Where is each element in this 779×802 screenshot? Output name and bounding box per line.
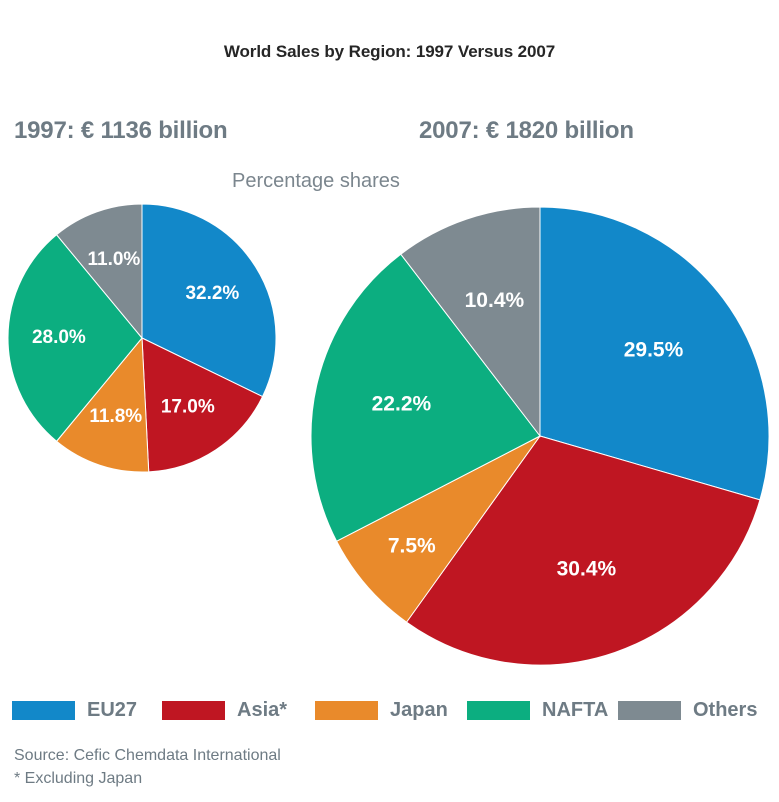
pie-slice-nafta[interactable] xyxy=(7,234,143,442)
footer-notes: Source: Cefic Chemdata International * E… xyxy=(14,745,281,790)
legend-swatch-icon xyxy=(315,700,378,720)
pie-chart-svg: 32.2%17.0%11.8%28.0%11.0%29.5%30.4%7.5%2… xyxy=(7,203,770,666)
legend: EU27 Asia* Japan NAFTA Others xyxy=(0,697,779,723)
panel-heading-2007: 2007: € 1820 billion xyxy=(419,117,634,144)
pie-slice-value-label: 11.8% xyxy=(89,406,142,427)
pie-1997: 32.2% 17.0% 11.8% 28.0% 11.0% xyxy=(7,203,277,473)
pie-slice-value-label: 17.0% xyxy=(161,396,215,417)
pie-slice-value-label: 30.4% xyxy=(557,558,617,581)
legend-swatch-icon xyxy=(12,700,75,720)
footer-note: * Excluding Japan xyxy=(14,769,143,787)
pie-slice-others[interactable] xyxy=(400,206,541,438)
pie-2007: 29.5% 30.4% 7.5% 22.2% 10.4% xyxy=(310,206,770,666)
pie-slice-value-label: 7.5% xyxy=(388,534,436,557)
pie-slice-asia[interactable] xyxy=(141,337,264,473)
legend-swatch-icon xyxy=(467,700,530,720)
pie-slice-japan[interactable] xyxy=(335,435,541,623)
pie-slice-value-label: 10.4% xyxy=(465,289,525,312)
pie-slice-value-label: 11.0% xyxy=(87,249,140,270)
pie-slice-value-label: 32.2% xyxy=(185,283,239,304)
pie-slice-value-label: 28.0% xyxy=(32,327,86,348)
pie-slice-value-label: 22.2% xyxy=(372,393,432,416)
pie-slice-nafta[interactable] xyxy=(310,253,541,542)
pie-slice-eu27[interactable] xyxy=(141,203,277,398)
panel-heading-1997: 1997: € 1136 billion xyxy=(14,117,228,144)
pie-slice-others[interactable] xyxy=(55,203,143,340)
legend-item-others[interactable]: Others xyxy=(618,697,757,723)
footer-source: Source: Cefic Chemdata International xyxy=(14,747,281,764)
pie-charts-area: 32.2% 17.0% 11.8% 28.0% 11.0% 29.5% 30.4% 7.5% 2… xyxy=(7,203,770,666)
page-title: World Sales by Region: 1997 Versus 2007 xyxy=(223,42,556,61)
chart-subtitle: Percentage shares xyxy=(232,170,400,192)
legend-item-japan[interactable]: Japan xyxy=(315,697,448,723)
legend-label: Asia* xyxy=(237,699,288,721)
legend-label: Others xyxy=(693,699,758,721)
legend-swatch-icon xyxy=(618,700,681,720)
legend-item-asia[interactable]: Asia* xyxy=(162,697,287,723)
legend-label: Japan xyxy=(390,699,448,721)
legend-item-nafta[interactable]: NAFTA xyxy=(467,697,608,723)
legend-label: NAFTA xyxy=(542,699,609,721)
pie-slice-asia[interactable] xyxy=(405,435,761,666)
legend-item-eu27[interactable]: EU27 xyxy=(12,697,137,723)
pie-slice-japan[interactable] xyxy=(55,336,150,473)
pie-slice-value-label: 29.5% xyxy=(624,338,684,361)
legend-swatch-icon xyxy=(162,700,225,720)
pie-slice-eu27[interactable] xyxy=(539,206,770,501)
legend-label: EU27 xyxy=(87,699,138,721)
